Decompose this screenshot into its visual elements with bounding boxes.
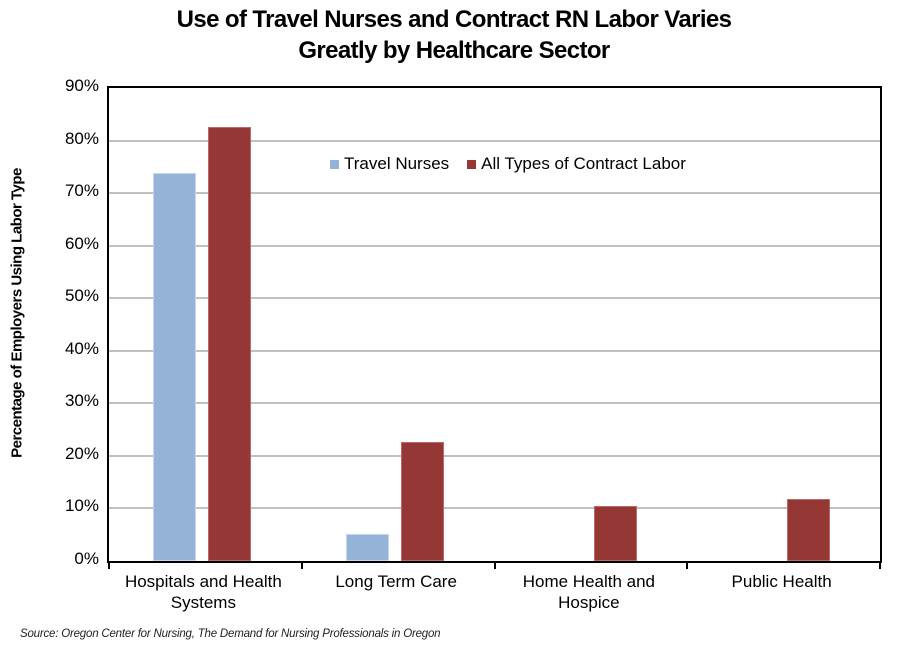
gridline [109, 349, 880, 352]
y-tick-label: 60% [64, 233, 99, 253]
y-tick-label: 10% [64, 496, 99, 516]
y-tick-label: 40% [64, 338, 99, 358]
bar-contract-labor [593, 505, 637, 561]
legend-label: All Types of Contract Labor [481, 154, 686, 173]
x-category-label: Public Health [731, 572, 832, 591]
bar-contract-labor [208, 127, 252, 561]
y-tick-label: 90% [64, 76, 99, 95]
bar-contract-labor [401, 442, 445, 561]
x-category-label: Hospitals and Health Systems [124, 572, 282, 612]
plot-area: Travel Nurses All Types of Contract Labor [107, 86, 882, 569]
x-category-label: Long Term Care [335, 572, 457, 591]
legend-item: Travel Nurses [330, 154, 449, 174]
x-tick [493, 561, 496, 569]
y-tick-label: 70% [64, 181, 99, 201]
legend-swatch-icon [467, 159, 477, 169]
gridline [109, 507, 880, 510]
gridline [109, 454, 880, 457]
gridline [109, 402, 880, 405]
y-tick-label: 0% [74, 549, 99, 568]
x-category-label: Home Health and Hospice [522, 572, 656, 612]
y-tick-label: 50% [64, 286, 99, 306]
x-tick [686, 561, 689, 569]
y-tick-label: 80% [64, 128, 99, 148]
chart-title-line-2: Greatly by Healthcare Sector [298, 37, 610, 64]
gridline [109, 297, 880, 300]
x-tick [108, 561, 110, 569]
legend-swatch-icon [330, 159, 339, 169]
bar-contract-labor [786, 499, 830, 561]
x-tick [879, 561, 881, 569]
chart-title-line-1: Use of Travel Nurses and Contract RN Lab… [176, 6, 732, 33]
chart-title: Use of Travel Nurses and Contract RN Lab… [0, 4, 908, 66]
legend-label: Travel Nurses [344, 154, 450, 173]
gridline [109, 139, 880, 142]
gridline [109, 244, 880, 247]
y-tick-label: 30% [64, 391, 99, 411]
bar-travel-nurses [153, 173, 197, 561]
gridline [109, 192, 880, 195]
legend: Travel Nurses All Types of Contract Labor [330, 154, 704, 174]
x-tick [300, 561, 303, 569]
y-tick-label: 20% [64, 443, 99, 463]
y-axis-label: Percentage of Employers Using Labor Type [8, 168, 26, 458]
bar-travel-nurses [346, 534, 390, 561]
legend-item: All Types of Contract Labor [467, 154, 686, 174]
source-note: Source: Oregon Center for Nursing, The D… [20, 628, 441, 640]
